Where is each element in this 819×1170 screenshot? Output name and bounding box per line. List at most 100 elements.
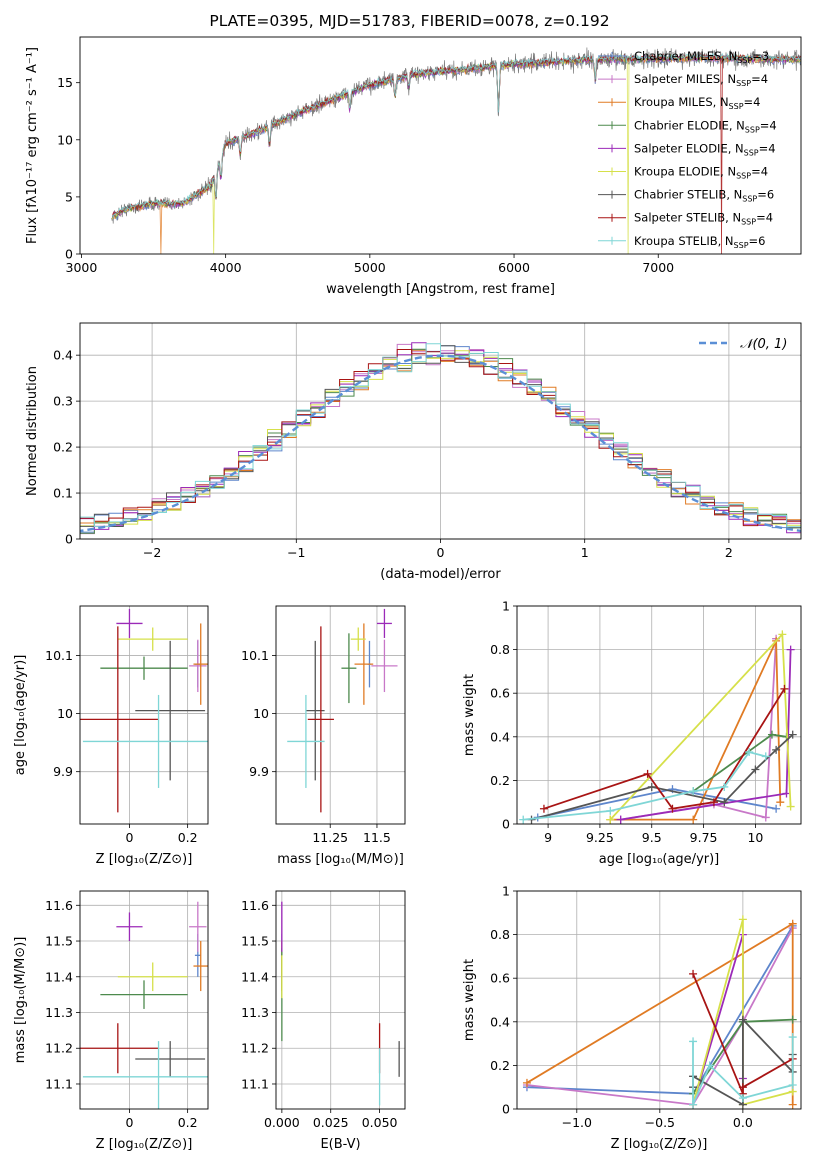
legend-label: Salpeter ELODIE, NSSP=4 bbox=[634, 141, 776, 157]
data-marker bbox=[786, 802, 795, 811]
mass-vs-EBV-xtick-label: 0.025 bbox=[313, 1115, 349, 1130]
data-marker bbox=[668, 804, 677, 813]
mass-weight-vs-Z-ytick-label: 1 bbox=[502, 884, 510, 899]
residual-hist-ylabel: Normed distribution bbox=[25, 366, 40, 496]
age-vs-mass-ytick-label: 10.1 bbox=[241, 648, 269, 663]
data-marker bbox=[606, 815, 615, 824]
mass-weight-vs-Z-ytick-label: 0.8 bbox=[490, 927, 510, 942]
mass-vs-EBV-ytick-label: 11.4 bbox=[241, 969, 269, 984]
data-marker bbox=[519, 815, 528, 824]
mass-vs-EBV-ytick-label: 11.5 bbox=[241, 934, 269, 949]
mass-weight-vs-Z-xtick-label: −0.5 bbox=[645, 1115, 675, 1130]
mass-vs-EBV-xtick-label: 0.050 bbox=[362, 1115, 398, 1130]
age-vs-mass-point-salpeter-stelib bbox=[307, 626, 334, 813]
normal-curve bbox=[80, 354, 801, 533]
mass-weight-vs-age-series-chabrier-stelib bbox=[527, 730, 797, 824]
age-vs-Z-point-salpeter-miles bbox=[189, 639, 207, 693]
age-vs-Z-ylabel: age [log₁₀(age/yr)] bbox=[13, 655, 28, 776]
mass-weight-vs-Z-xtick-label: 0.0 bbox=[733, 1115, 753, 1130]
mass-vs-Z-ytick-label: 11.2 bbox=[45, 1041, 73, 1056]
mass-vs-Z-ytick-label: 11.4 bbox=[45, 969, 73, 984]
age-vs-Z-point-chabrier-stelib bbox=[135, 640, 206, 781]
mass-vs-Z-point-chabrier-elodie bbox=[100, 980, 188, 1009]
age-vs-Z-plot-area bbox=[80, 608, 208, 813]
age-vs-mass-point-kroupa-stelib bbox=[287, 694, 325, 788]
age-vs-Z-point-salpeter-elodie bbox=[116, 608, 143, 638]
data-marker bbox=[689, 1100, 698, 1109]
mass-weight-vs-Z-ytick-label: 0.4 bbox=[490, 1014, 510, 1029]
hist-legend: 𝒩(0, 1) bbox=[699, 337, 787, 352]
mass-vs-EBV-frame bbox=[275, 890, 406, 1110]
legend-label: Kroupa STELIB, NSSP=6 bbox=[634, 234, 765, 250]
spectrum-ytick-label: 10 bbox=[57, 132, 73, 147]
mass-weight-vs-age-xlabel: age [log₁₀(age/yr)] bbox=[599, 852, 720, 867]
mass-weight-vs-age-xtick-label: 9.75 bbox=[690, 830, 718, 845]
mass-vs-EBV-ytick-label: 11.1 bbox=[241, 1076, 269, 1091]
series-line bbox=[692, 1037, 794, 1105]
residual-hist-xtick-label: 1 bbox=[581, 545, 589, 560]
mass-weight-vs-age-ytick-label: 1 bbox=[502, 599, 510, 614]
data-marker bbox=[778, 630, 787, 639]
mass-weight-vs-age-series-salpeter-elodie bbox=[616, 645, 795, 824]
mass-vs-Z-plot-area bbox=[80, 901, 208, 1109]
mass-vs-Z-xtick-label: 0 bbox=[125, 1115, 133, 1130]
data-marker bbox=[616, 815, 625, 824]
spectrum-xtick-label: 4000 bbox=[210, 260, 242, 275]
data-marker bbox=[761, 813, 770, 822]
spectrum-ytick-label: 5 bbox=[65, 189, 73, 204]
mass-vs-EBV-ytick-label: 11.2 bbox=[241, 1041, 269, 1056]
mass-vs-EBV-axes: 0.000 0.025 0.050 11.1 11.2 11.3 11.4 11.5 11.6 E… bbox=[241, 891, 405, 1152]
mass-weight-vs-age-ytick-label: 0.4 bbox=[490, 729, 510, 744]
legend-label: Chabrier ELODIE, NSSP=4 bbox=[634, 118, 777, 134]
data-marker bbox=[689, 969, 698, 978]
legend-label: Salpeter STELIB, NSSP=4 bbox=[634, 211, 773, 227]
age-vs-Z-point-kroupa-miles bbox=[193, 623, 208, 705]
series-line bbox=[531, 733, 794, 821]
data-marker bbox=[738, 1015, 747, 1024]
data-marker bbox=[751, 765, 760, 774]
age-vs-Z-point-kroupa-elodie bbox=[117, 627, 188, 651]
data-marker bbox=[720, 798, 729, 807]
figure-title: PLATE=0395, MJD=51783, FIBERID=0078, z=0… bbox=[209, 12, 610, 30]
residual-hist-xtick-label: 0 bbox=[437, 545, 445, 560]
age-vs-mass-point-chabrier-elodie bbox=[341, 633, 357, 704]
age-vs-mass-xlabel: mass [log₁₀(M/M⊙)] bbox=[277, 852, 404, 867]
residual-hist-xtick-label: −1 bbox=[287, 545, 305, 560]
data-marker bbox=[738, 915, 747, 924]
spectrum-xtick-label: 6000 bbox=[498, 260, 530, 275]
mass-weight-vs-age-ytick-label: 0.8 bbox=[490, 642, 510, 657]
hist-kroupa-stelib bbox=[80, 343, 801, 528]
data-marker bbox=[689, 815, 698, 824]
age-vs-Z-point-kroupa-stelib bbox=[82, 694, 208, 788]
data-marker bbox=[786, 645, 795, 654]
mass-weight-vs-Z-frame bbox=[516, 890, 802, 1110]
data-marker bbox=[788, 919, 797, 928]
data-marker bbox=[745, 748, 754, 757]
mass-vs-Z-ytick-label: 11.1 bbox=[45, 1076, 73, 1091]
residual-hist-xlabel: (data-model)/error bbox=[380, 567, 501, 582]
mass-weight-vs-age-xtick-label: 9.25 bbox=[586, 830, 614, 845]
residual-hist-frame bbox=[79, 322, 802, 540]
spectrum-xlabel: wavelength [Angstrom, rest frame] bbox=[326, 282, 555, 297]
mass-vs-Z-frame bbox=[79, 890, 209, 1110]
spectrum-xtick-label: 7000 bbox=[642, 260, 674, 275]
data-marker bbox=[761, 752, 770, 761]
age-vs-mass-axes: 11.25 11.5 9.9 10 10.1 mass [log₁₀(M/M⊙)] bbox=[241, 606, 405, 867]
legend-label: Chabrier MILES, NSSP=3 bbox=[634, 49, 769, 65]
residual-hist-ytick-label: 0.2 bbox=[53, 440, 73, 455]
series-line bbox=[610, 640, 782, 821]
spectrum-xtick-label: 5000 bbox=[354, 260, 386, 275]
residual-hist-ytick-label: 0.4 bbox=[53, 348, 73, 363]
spectrum-fit-kroupa-stelib bbox=[112, 52, 801, 219]
series-line bbox=[523, 751, 767, 821]
series-line bbox=[609, 632, 792, 821]
spectrum-xtick-label: 3000 bbox=[66, 260, 98, 275]
mass-weight-vs-age-series-salpeter-stelib bbox=[539, 684, 789, 813]
age-vs-mass-ytick-label: 10 bbox=[253, 706, 269, 721]
residual-hist-ytick-label: 0 bbox=[65, 532, 73, 547]
mass-weight-vs-Z-series-salpeter-stelib bbox=[689, 969, 797, 1098]
residual-hist-ytick-label: 0.1 bbox=[53, 486, 73, 501]
mass-vs-Z-point-salpeter-miles bbox=[189, 901, 207, 952]
spectrum-ytick-label: 15 bbox=[57, 75, 73, 90]
mass-weight-vs-age-series-kroupa-elodie bbox=[606, 630, 795, 824]
